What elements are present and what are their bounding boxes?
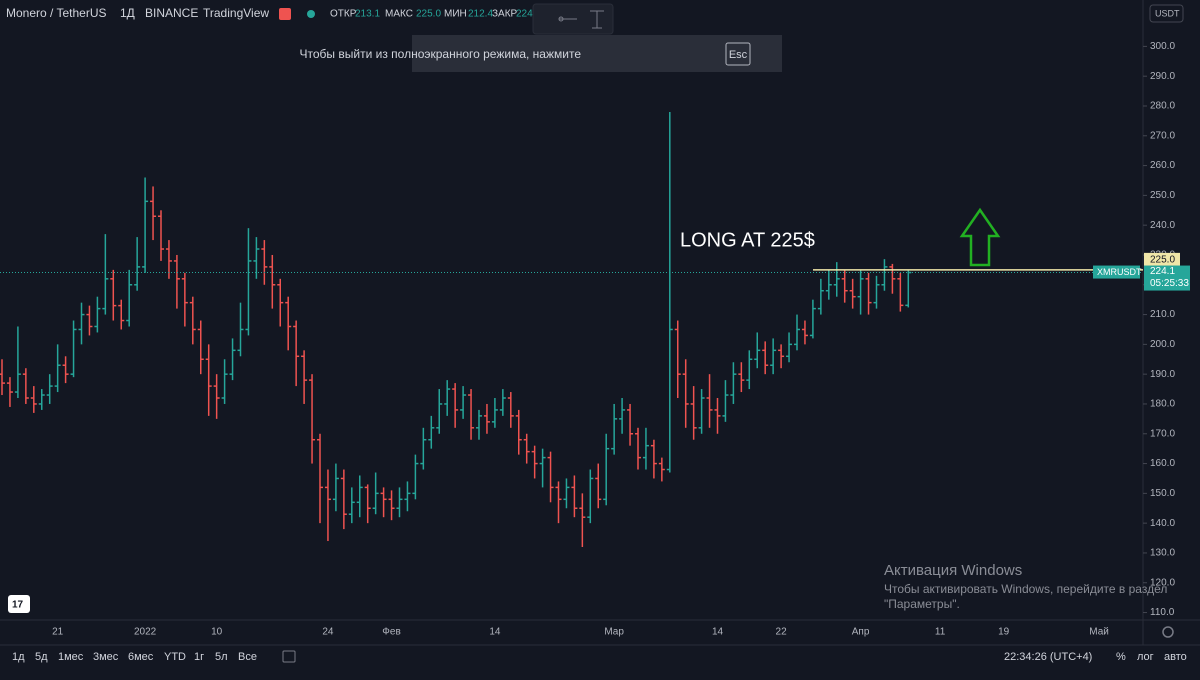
close-label: ЗАКР bbox=[492, 9, 518, 20]
y-tick-label: 150.0 bbox=[1150, 488, 1175, 499]
x-tick-label: 2022 bbox=[134, 627, 157, 638]
watermark-line: Чтобы активировать Windows, перейдите в … bbox=[884, 582, 1167, 596]
y-tick-label: 130.0 bbox=[1150, 548, 1175, 559]
watermark-line: "Параметры". bbox=[884, 597, 960, 611]
x-tick-label: Апр bbox=[852, 627, 870, 638]
timeframe-button[interactable]: Все bbox=[238, 651, 257, 663]
scale-option[interactable]: % bbox=[1116, 651, 1126, 663]
x-tick-label: 21 bbox=[52, 627, 64, 638]
currency-selector[interactable] bbox=[1149, 4, 1184, 23]
low-value: 212.4 bbox=[468, 9, 493, 20]
tv-logo-mark[interactable]: 17 bbox=[12, 600, 24, 611]
timeframe-button[interactable]: 3мес bbox=[93, 651, 119, 663]
last-price-label: 224.1 bbox=[1150, 266, 1175, 277]
arrow-up bbox=[959, 207, 1001, 267]
notice-text: Чтобы выйти из полноэкранного режима, на… bbox=[300, 47, 582, 61]
y-tick-label: 290.0 bbox=[1150, 71, 1175, 82]
date-range-icon[interactable] bbox=[282, 650, 296, 663]
hline-label: 225.0 bbox=[1150, 255, 1175, 266]
timeframe-button[interactable]: YTD bbox=[164, 651, 186, 663]
close-value: 224 bbox=[516, 9, 533, 20]
y-tick-label: 240.0 bbox=[1150, 220, 1175, 231]
y-tick-label: 270.0 bbox=[1150, 130, 1175, 141]
x-tick-label: 14 bbox=[712, 627, 724, 638]
y-tick-label: 250.0 bbox=[1150, 190, 1175, 201]
y-tick-label: 260.0 bbox=[1150, 160, 1175, 171]
tv-logo[interactable] bbox=[8, 595, 30, 613]
x-tick-label: Май bbox=[1089, 627, 1109, 638]
scale-option[interactable]: авто bbox=[1164, 651, 1187, 663]
timeframe-button[interactable]: 5д bbox=[35, 651, 48, 663]
hline-label-bg bbox=[1144, 252, 1180, 266]
watermark-title: Активация Windows bbox=[884, 562, 1022, 579]
x-tick-label: 10 bbox=[211, 627, 223, 638]
y-tick-label: 170.0 bbox=[1150, 428, 1175, 439]
y-tick-label: 200.0 bbox=[1150, 339, 1175, 350]
x-tick-label: Мар bbox=[604, 627, 624, 638]
timeframe-button[interactable]: 1мес bbox=[58, 651, 84, 663]
timeframe-button[interactable]: 6мес bbox=[128, 651, 154, 663]
x-tick-label: Фев bbox=[382, 627, 400, 638]
esc-key-text: Esc bbox=[729, 49, 748, 61]
settings-icon[interactable] bbox=[1162, 626, 1174, 638]
x-tick-label: 14 bbox=[489, 627, 501, 638]
esc-key bbox=[725, 42, 751, 66]
y-tick-label: 180.0 bbox=[1150, 399, 1175, 410]
flag-icon[interactable] bbox=[279, 8, 291, 20]
high-label: МАКС bbox=[385, 9, 413, 20]
high-value: 225.0 bbox=[416, 9, 441, 20]
y-tick-label: 210.0 bbox=[1150, 309, 1175, 320]
timeframe-button[interactable]: 1г bbox=[194, 651, 204, 663]
y-tick-label: 300.0 bbox=[1150, 41, 1175, 52]
low-label: МИН bbox=[444, 9, 467, 20]
timeframe-button[interactable]: 1д bbox=[12, 651, 25, 663]
countdown: 05:25:33 bbox=[1150, 278, 1189, 289]
x-tick-label: 19 bbox=[998, 627, 1010, 638]
y-tick-label: 140.0 bbox=[1150, 518, 1175, 529]
exchange: BINANCE bbox=[145, 6, 198, 20]
symbol[interactable]: Monero / TetherUS bbox=[6, 6, 107, 20]
currency[interactable]: USDT bbox=[1155, 8, 1180, 18]
y-tick-label: 120.0 bbox=[1150, 577, 1175, 588]
x-tick-label: 22 bbox=[776, 627, 788, 638]
toolbar-icons[interactable] bbox=[558, 10, 604, 29]
symbol-label: XMRUSDT bbox=[1097, 267, 1142, 277]
open-value: 213.1 bbox=[355, 9, 380, 20]
x-tick-label: 11 bbox=[935, 627, 946, 638]
status-dot bbox=[307, 10, 315, 18]
y-tick-label: 110.0 bbox=[1150, 607, 1175, 618]
y-tick-label: 190.0 bbox=[1150, 369, 1175, 380]
timeframe-button[interactable]: 5л bbox=[215, 651, 228, 663]
y-tick-label: 280.0 bbox=[1150, 101, 1175, 112]
fullscreen-notice bbox=[412, 35, 782, 72]
interval[interactable]: 1Д bbox=[120, 6, 135, 20]
clock: 22:34:26 (UTC+4) bbox=[1004, 651, 1092, 663]
symbol-label-bg bbox=[1093, 265, 1140, 279]
scale-option[interactable]: лог bbox=[1137, 651, 1154, 663]
y-tick-label: 160.0 bbox=[1150, 458, 1175, 469]
open-label: ОТКР bbox=[330, 9, 357, 20]
source: TradingView bbox=[203, 6, 269, 20]
annotation: LONG AT 225$ bbox=[680, 229, 815, 251]
last-price-bg bbox=[1144, 265, 1190, 291]
x-tick-label: 24 bbox=[322, 627, 334, 638]
